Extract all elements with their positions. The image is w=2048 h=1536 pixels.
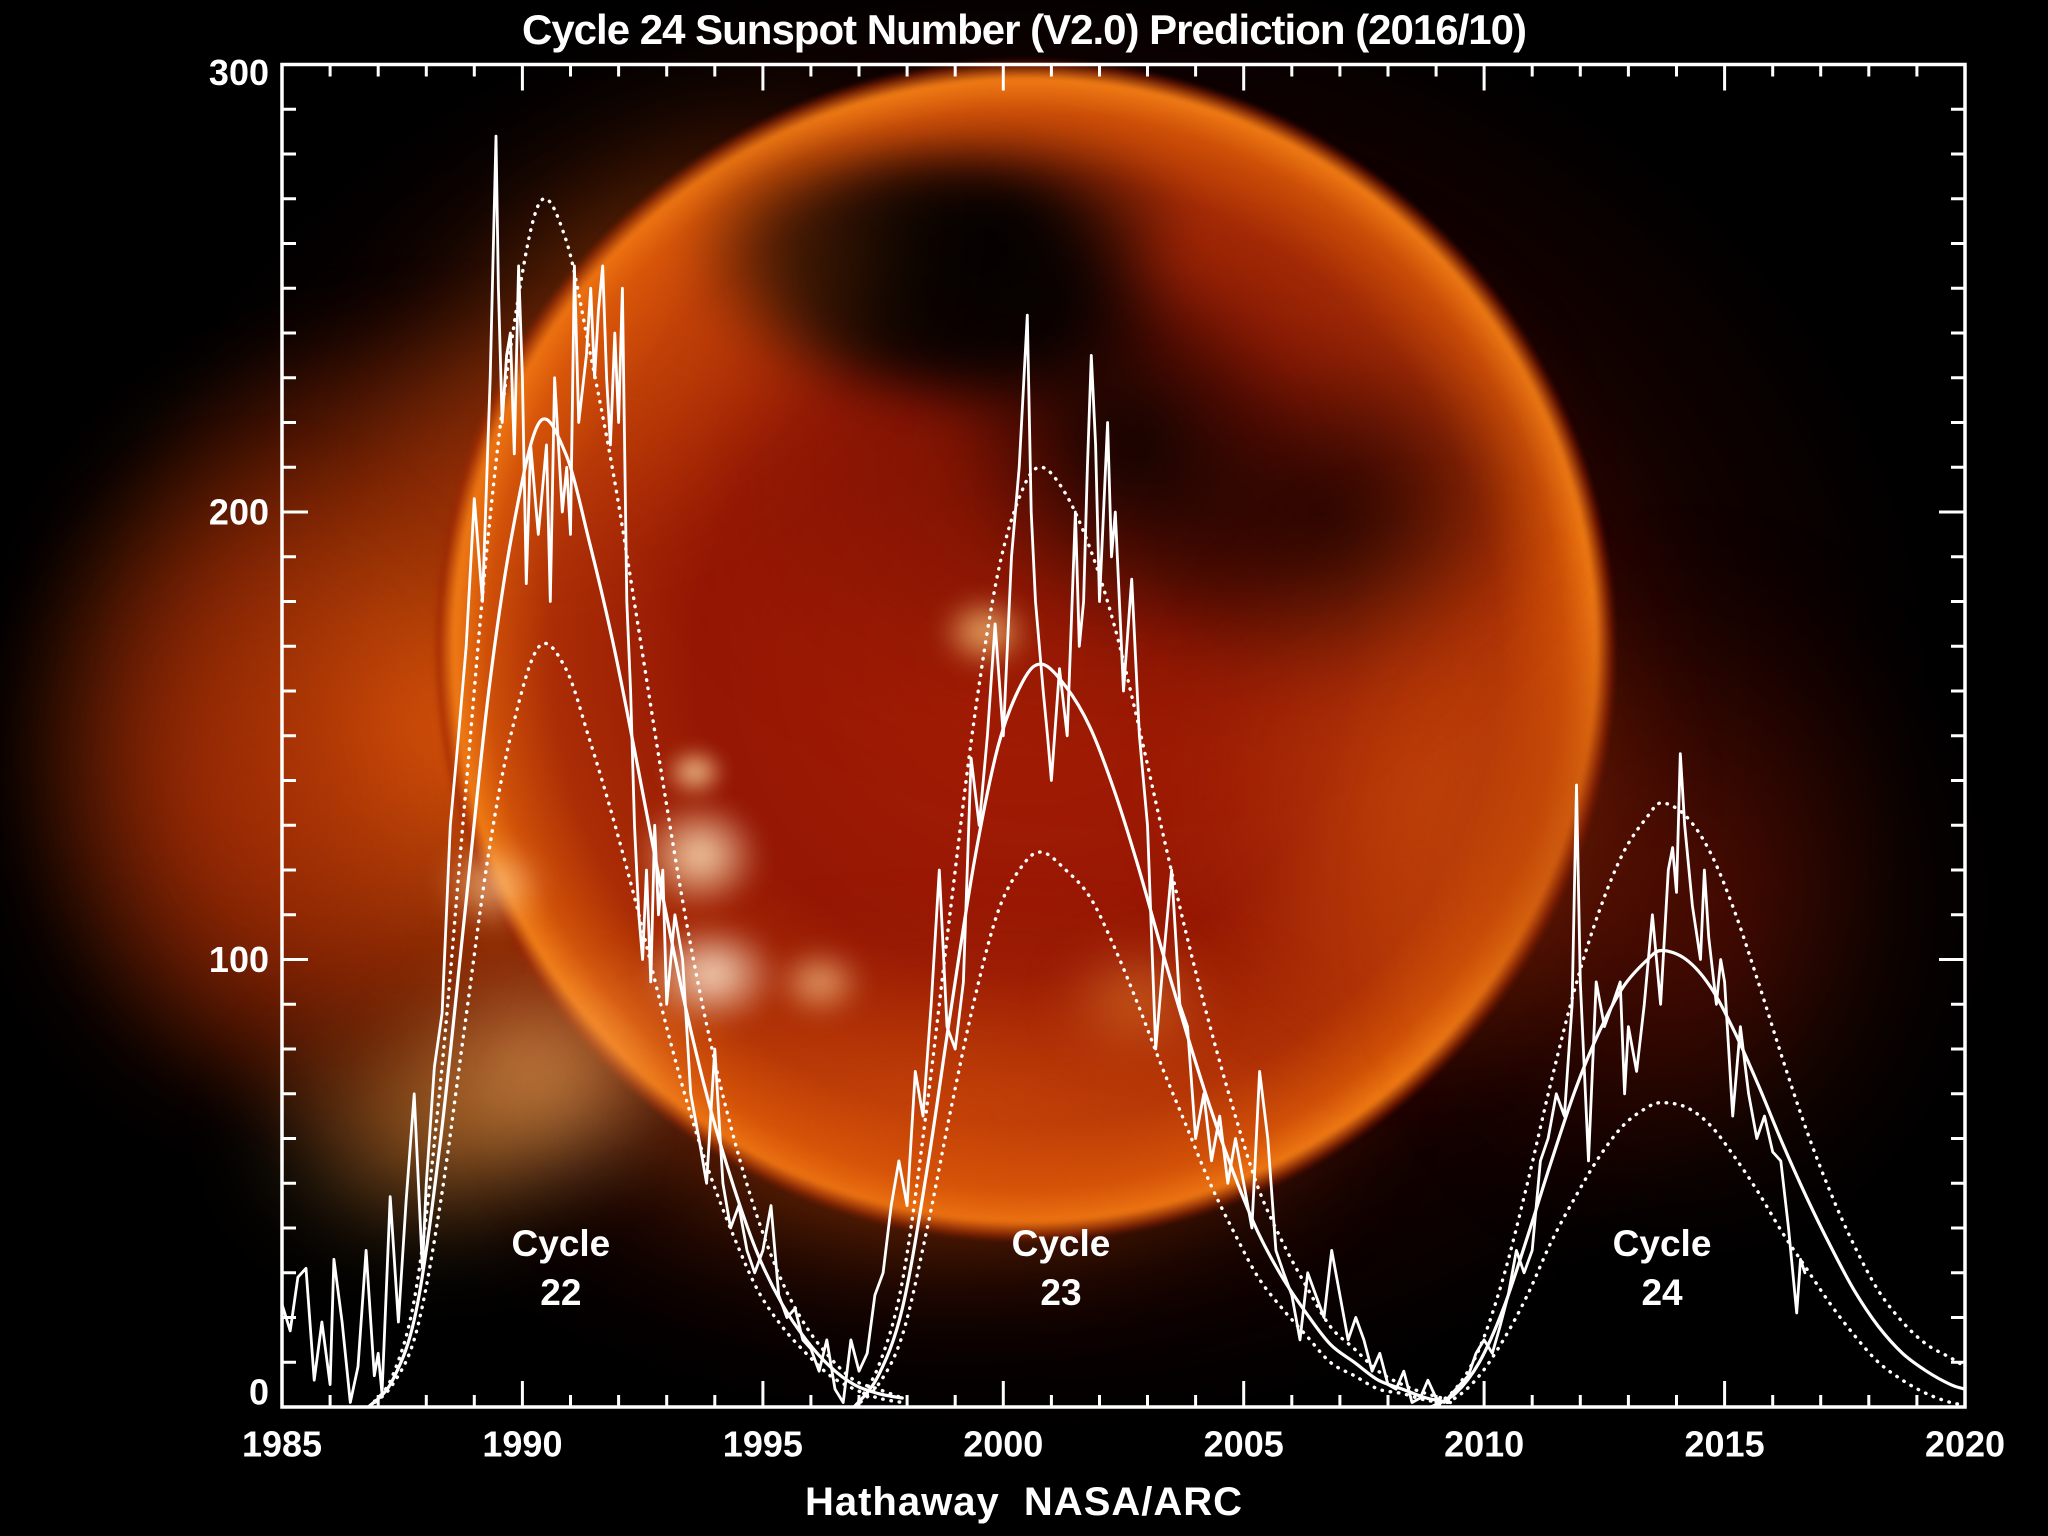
x-tick-label: 1990 [482,1424,562,1465]
x-tick-label: 2000 [963,1424,1043,1465]
series-fit-curve-4 [852,662,1453,1407]
cycle-22-label-line2: 22 [540,1272,582,1314]
x-tick-label: 2005 [1204,1424,1284,1465]
cycle-23-label-line1: Cycle [1011,1223,1111,1265]
y-tick-label: 100 [209,939,269,980]
x-tick-label: 2015 [1685,1424,1765,1465]
chart-title: Cycle 24 Sunspot Number (V2.0) Predictio… [521,6,1527,53]
axis-ticks [282,64,1965,1407]
y-tick-label: 200 [209,492,269,533]
cycle-22-label: Cycle 22 [512,1219,611,1317]
series-range-curve-5 [852,465,1453,1407]
plot-frame [280,62,1967,1409]
series-range-curve-9 [1429,1100,1965,1407]
x-tick-label: 2020 [1925,1424,2005,1465]
series-group [282,134,1965,1407]
series-range-curve-3 [366,641,904,1407]
series-monthly-sunspot-line [282,134,1807,1404]
x-tick-label: 1985 [242,1424,322,1465]
y-tick-label: 0 [249,1372,269,1413]
credit-caption: Hathaway NASA/ARC [804,1480,1244,1524]
cycle-23-label: Cycle 23 [1012,1219,1111,1317]
series-fit-curve-7 [1429,948,1965,1407]
cycle-22-label-line1: Cycle [511,1223,611,1265]
series-range-curve-6 [852,850,1453,1407]
series-range-curve-2 [366,196,904,1407]
y-tick-label: 300 [209,52,269,93]
x-tick-label: 1995 [723,1424,803,1465]
cycle-24-label-line2: 24 [1641,1272,1683,1314]
x-tick-label: 2010 [1444,1424,1524,1465]
cycle-24-label-line1: Cycle [1612,1223,1712,1265]
cycle-23-label-line2: 23 [1040,1272,1082,1314]
cycle-24-label: Cycle 24 [1613,1219,1712,1317]
series-fit-curve-1 [367,417,904,1407]
